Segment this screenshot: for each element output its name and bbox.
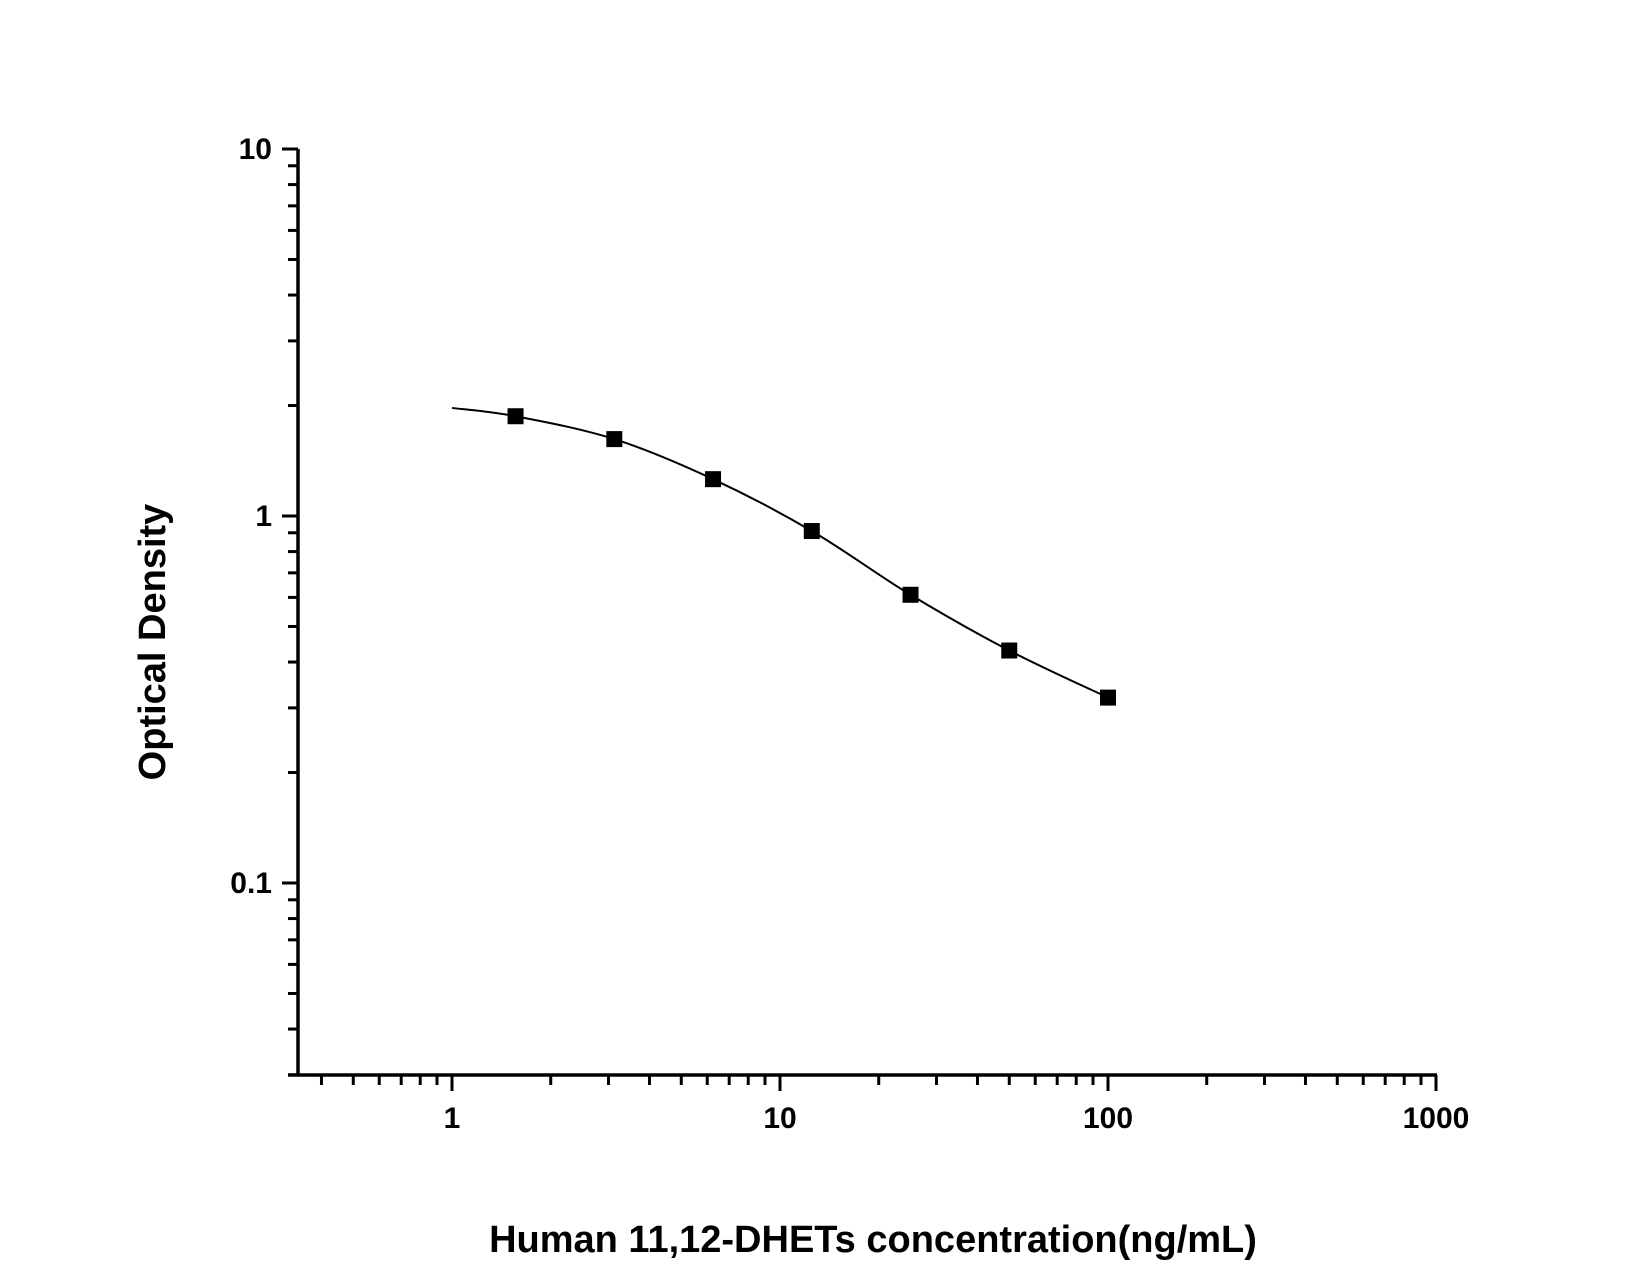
- y-tick-label: 0.1: [230, 867, 272, 900]
- x-tick-label: 100: [1083, 1102, 1133, 1135]
- x-tick-label: 1: [444, 1102, 461, 1135]
- data-points: [507, 408, 1116, 706]
- data-point-marker: [705, 471, 722, 488]
- x-tick-label: 10: [763, 1102, 796, 1135]
- x-tick-label: 1000: [1403, 1102, 1470, 1135]
- y-tick-label: 1: [255, 500, 272, 533]
- data-point-marker: [606, 431, 623, 448]
- data-point-marker: [1100, 689, 1116, 706]
- y-tick-label: 10: [239, 133, 272, 166]
- x-axis-title: Human 11,12-DHETs concentration(ng/mL): [489, 1219, 1257, 1261]
- axes: [282, 147, 1438, 1091]
- data-point-marker: [803, 523, 820, 540]
- y-axis-title: Optical Density: [132, 504, 174, 781]
- data-point-marker: [902, 586, 919, 603]
- data-point-marker: [1001, 642, 1018, 659]
- tick-labels: 0.1 1 10 1 10 100 1000: [230, 133, 1469, 1135]
- data-point-marker: [507, 408, 524, 425]
